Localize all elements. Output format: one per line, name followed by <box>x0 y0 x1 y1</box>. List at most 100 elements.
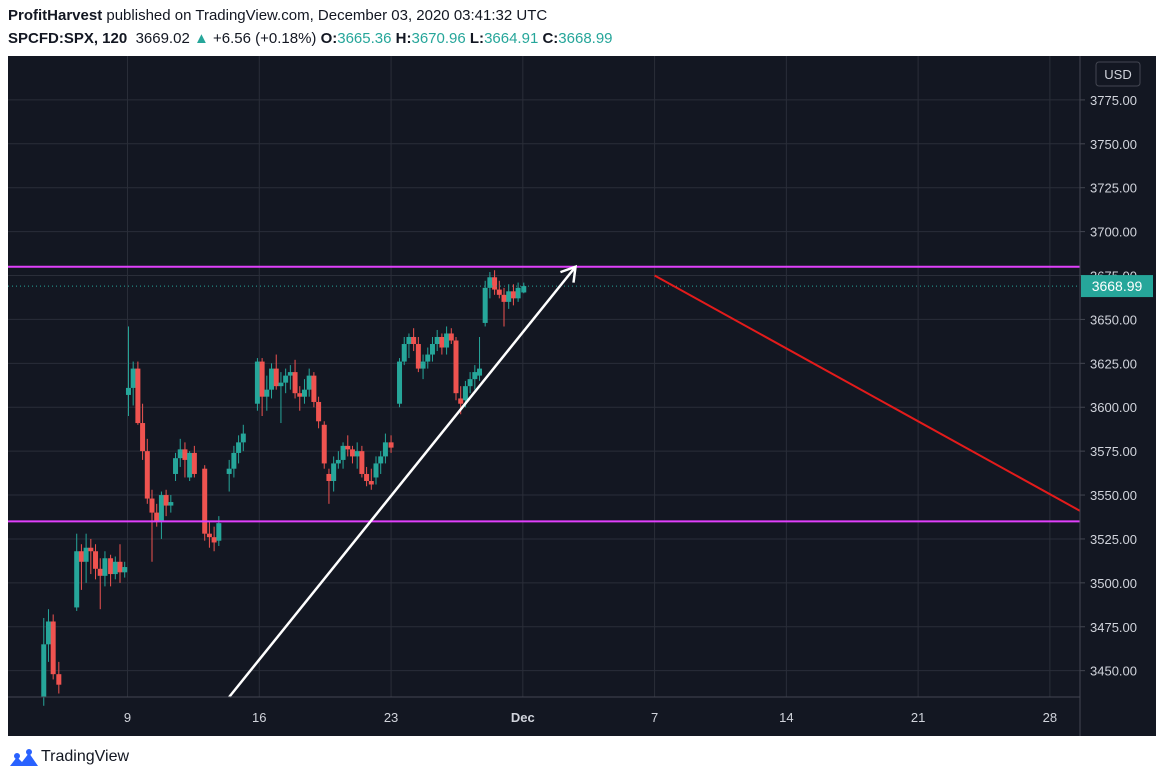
chart-background <box>8 56 1156 736</box>
candle-body <box>154 512 160 522</box>
publish-line: ProfitHarvest published on TradingView.c… <box>8 7 547 24</box>
candle-body <box>144 451 150 499</box>
candle-body <box>117 561 123 573</box>
candle-body <box>211 537 217 543</box>
author-name[interactable]: ProfitHarvest <box>8 7 103 24</box>
y-tick-label: 3475.00 <box>1090 620 1137 635</box>
candle-body <box>140 423 146 452</box>
candle-body <box>216 523 222 541</box>
chart-frame[interactable]: 3775.003750.003725.003700.003675.003650.… <box>8 56 1156 736</box>
candle-body <box>340 445 346 460</box>
candle-body <box>510 291 516 299</box>
candle-body <box>472 372 478 380</box>
candle-body <box>477 368 483 376</box>
y-tick-label: 3550.00 <box>1090 488 1137 503</box>
time-axis[interactable]: 9 16 23 Dec 7 14 21 28 <box>124 710 1057 725</box>
candle-body <box>368 480 374 485</box>
drawing-layer <box>8 264 1081 698</box>
high-value: 3670.96 <box>411 30 466 47</box>
candle-body <box>354 451 360 457</box>
candle-body <box>487 277 493 288</box>
candle-body <box>226 468 232 474</box>
uptrend-arrow <box>228 265 577 698</box>
horizontal-gridlines <box>8 99 1080 672</box>
currency-label: USD <box>1104 67 1131 82</box>
candle-body <box>83 547 89 562</box>
candle-body <box>311 375 317 402</box>
candle-body <box>306 375 312 390</box>
candle-body <box>163 495 169 506</box>
chart-header: ProfitHarvest published on TradingView.c… <box>8 0 1158 54</box>
uptrend-arrowhead <box>560 264 578 283</box>
candle-body <box>359 451 365 474</box>
candle-body <box>373 463 379 478</box>
candle-body <box>415 344 421 369</box>
vertical-gridlines <box>127 56 1051 697</box>
low-label: L: <box>469 30 485 47</box>
candle-body <box>97 568 103 576</box>
candle-body <box>501 294 507 302</box>
candle-body <box>425 354 431 362</box>
candle-body <box>74 551 80 608</box>
candle-body <box>50 621 56 675</box>
candle-body <box>458 398 464 404</box>
candle-body <box>321 424 327 464</box>
candle-body <box>45 621 51 645</box>
candle-body <box>130 368 136 388</box>
footer-brand[interactable]: TradingView <box>41 748 130 765</box>
y-tick-label: 3650.00 <box>1090 312 1137 327</box>
candle-body <box>173 458 179 474</box>
candle-body <box>102 558 108 576</box>
candle-body <box>122 567 128 573</box>
candle-body <box>331 463 337 481</box>
price-axis[interactable]: 3775.003750.003725.003700.003675.003650.… <box>1080 93 1137 679</box>
candle-body <box>168 502 174 506</box>
candle-body <box>177 449 183 459</box>
candle-body <box>283 375 289 383</box>
candle-body <box>191 452 197 474</box>
y-tick-label: 3700.00 <box>1090 225 1137 240</box>
y-tick-label: 3600.00 <box>1090 400 1137 415</box>
candle-body <box>444 333 450 348</box>
currency-badge-box <box>1095 61 1141 87</box>
candle-body <box>364 473 370 481</box>
currency-badge[interactable]: USD <box>1095 61 1141 87</box>
candle-body <box>301 389 307 397</box>
x-tick-label: 7 <box>651 710 658 725</box>
tradingview-logo-icon[interactable] <box>10 748 38 773</box>
x-tick-label: 16 <box>252 710 266 725</box>
symbol-label[interactable]: SPCFD:SPX, 120 <box>8 30 128 47</box>
candle-body <box>297 393 303 397</box>
y-tick-label: 3750.00 <box>1090 137 1137 152</box>
candle-body <box>453 340 459 394</box>
candle-body <box>259 361 265 397</box>
close-label: C: <box>542 30 559 47</box>
x-tick-label: 23 <box>384 710 398 725</box>
candle-body <box>93 551 99 569</box>
candle-body <box>240 433 246 443</box>
candle-body <box>78 551 84 562</box>
x-tick-label: 21 <box>911 710 925 725</box>
candlestick-chart[interactable]: 3775.003750.003725.003700.003675.003650.… <box>8 56 1156 736</box>
y-tick-label: 3625.00 <box>1090 356 1137 371</box>
y-tick-label: 3775.00 <box>1090 93 1137 108</box>
candles-layer <box>41 270 527 706</box>
candle-body <box>254 361 260 404</box>
candle-body <box>273 368 279 387</box>
candle-body <box>434 336 440 345</box>
last-price-label: 3668.99 <box>1092 278 1143 294</box>
last-price-marker: 3668.99 <box>1081 275 1153 298</box>
candle-body <box>278 382 284 387</box>
candle-body <box>264 389 270 397</box>
y-tick-label: 3725.00 <box>1090 181 1137 196</box>
candle-body <box>397 361 403 404</box>
candle-body <box>202 468 208 534</box>
high-label: H: <box>395 30 412 47</box>
y-tick-label: 3500.00 <box>1090 576 1137 591</box>
y-tick-label: 3525.00 <box>1090 532 1137 547</box>
candle-body <box>401 344 407 362</box>
last-price-box <box>1081 275 1153 298</box>
x-tick-label: Dec <box>511 710 535 725</box>
candle-body <box>112 561 118 575</box>
candle-body <box>149 498 155 513</box>
